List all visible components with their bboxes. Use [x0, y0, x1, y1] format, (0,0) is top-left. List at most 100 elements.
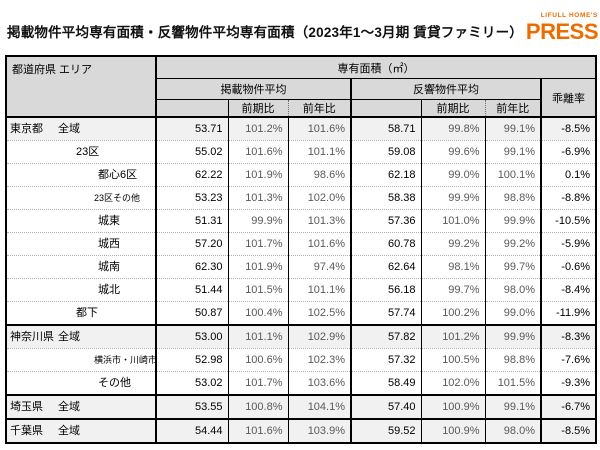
listed-avg-cell: 51.44 — [155, 278, 228, 302]
response-group-header: 反響物件平均 — [350, 78, 541, 100]
deviation-rate-cell: -10.5% — [539, 209, 597, 233]
row-label-cell: 23区 — [6, 140, 157, 164]
listed-qoq-cell: 100.6% — [227, 348, 288, 372]
table-row: 城南 62.30 101.9% 97.4% 62.64 98.1% 99.7% -0.6% — [6, 255, 597, 279]
response-yoy-cell: 99.9% — [484, 324, 541, 349]
table-row: 埼玉県 全域 53.55 100.8% 104.1% 57.40 100.9% 99.1% -6… — [6, 394, 597, 419]
row-label-cell: 城東 — [6, 209, 157, 233]
response-qoq-cell: 98.1% — [420, 255, 485, 279]
response-yoy-cell: 99.1% — [484, 117, 541, 141]
listed-yoy-cell: 101.1% — [287, 278, 351, 302]
listed-yoy-cell: 102.5% — [287, 301, 351, 325]
area-label: 23区 — [76, 146, 100, 158]
listed-avg-cell: 53.23 — [155, 186, 228, 210]
area-label: 城東 — [98, 215, 120, 227]
deviation-rate-cell: -6.7% — [539, 394, 597, 419]
deviation-rate-cell: -5.9% — [539, 232, 597, 256]
listed-yoy-cell: 97.4% — [287, 255, 351, 279]
area-label: 城西 — [98, 238, 120, 250]
area-label: その他 — [98, 377, 131, 389]
listed-avg-cell: 53.00 — [155, 324, 228, 349]
table-body: 東京都 全域 53.71 101.2% 101.6% 58.71 99.8% 99.1% -8.… — [6, 117, 597, 443]
listed-yoy-cell: 102.0% — [287, 186, 351, 210]
response-qoq-cell: 100.9% — [420, 394, 485, 419]
area-label: 全域 — [58, 331, 80, 343]
row-label-cell: 都下 — [6, 301, 157, 325]
deviation-rate-cell: -8.8% — [539, 186, 597, 210]
listed-qoq-cell: 101.2% — [227, 117, 288, 141]
listed-qoq-cell: 100.4% — [227, 301, 288, 325]
listed-qoq-cell: 101.6% — [227, 418, 288, 443]
row-label-cell: 23区その他 — [6, 186, 157, 210]
header-row-3: 前期比 前年比 前期比 前年比 — [6, 99, 596, 118]
response-avg-cell: 56.18 — [350, 278, 421, 302]
listed-yoy-cell: 101.6% — [287, 117, 351, 141]
table-row: 城西 57.20 101.7% 101.6% 60.78 99.2% 99.2% -5.9% — [6, 232, 597, 256]
deviation-rate-cell: -8.5% — [539, 117, 597, 141]
listed-qoq-header: 前期比 — [227, 99, 288, 118]
response-qoq-cell: 99.8% — [420, 117, 485, 141]
response-yoy-header: 前年比 — [484, 99, 541, 118]
listed-qoq-cell: 101.1% — [227, 324, 288, 349]
row-label-cell: 神奈川県 全域 — [6, 324, 157, 349]
response-yoy-cell: 99.9% — [484, 209, 541, 233]
row-label-cell: 東京都 全域 — [6, 117, 157, 141]
corner-header: 都道府県 エリア — [6, 56, 157, 118]
listed-avg-cell: 51.31 — [155, 209, 228, 233]
row-label-cell: 都心6区 — [6, 163, 157, 187]
area-label: 城北 — [98, 284, 120, 296]
logo-press-text: PRESS — [525, 18, 599, 44]
deviation-rate-cell: 0.1% — [539, 163, 597, 187]
listed-qoq-cell: 99.9% — [227, 209, 288, 233]
response-avg-cell: 57.32 — [350, 348, 421, 372]
table-row: その他 53.02 101.7% 103.6% 58.49 102.0% 101.5% -9.… — [6, 371, 597, 395]
response-qoq-cell: 100.2% — [420, 301, 485, 325]
area-label: 横浜市・川崎市 — [94, 355, 156, 365]
header-row-1: 都道府県 エリア 専有面積（㎡） — [6, 56, 597, 118]
response-avg-cell: 59.52 — [350, 418, 421, 443]
deviation-rate-cell: -6.9% — [539, 140, 597, 164]
row-label-cell: 横浜市・川崎市 — [6, 348, 157, 372]
response-qoq-cell: 99.0% — [420, 163, 485, 187]
listed-yoy-cell: 101.6% — [287, 232, 351, 256]
deviation-rate-cell: -0.6% — [539, 255, 597, 279]
response-qoq-cell: 101.0% — [420, 209, 485, 233]
response-avg-cell: 58.49 — [350, 371, 421, 395]
table-header: 都道府県 エリア 専有面積（㎡） 掲載物件平均 反響物件平均 乖離率 前期比 前… — [6, 56, 597, 118]
listed-yoy-cell: 102.3% — [287, 348, 351, 372]
response-yoy-cell: 101.5% — [484, 371, 541, 395]
table-row: 23区その他 53.23 101.3% 102.0% 58.38 99.9% 98.8% -8… — [6, 186, 597, 210]
prefecture-label: 埼玉県 — [10, 401, 43, 413]
prefecture-label: 千葉県 — [10, 425, 43, 437]
response-avg-cell: 60.78 — [350, 232, 421, 256]
response-qoq-cell: 102.0% — [420, 371, 485, 395]
deviation-rate-header: 乖離率 — [539, 78, 597, 118]
listed-avg-cell: 55.02 — [155, 140, 228, 164]
listed-avg-cell: 53.71 — [155, 117, 228, 141]
floor-area-table: 都道府県 エリア 専有面積（㎡） 掲載物件平均 反響物件平均 乖離率 前期比 前… — [5, 55, 598, 444]
response-avg-cell: 58.38 — [350, 186, 421, 210]
response-yoy-cell: 98.0% — [484, 278, 541, 302]
blank-subheader — [350, 99, 421, 118]
response-avg-cell: 62.64 — [350, 255, 421, 279]
lifull-homes-press-logo: LIFULL HOME'S PRESS — [525, 12, 599, 44]
prefecture-label: 東京都 — [10, 123, 43, 135]
listed-yoy-cell: 104.1% — [287, 394, 351, 419]
listed-group-header: 掲載物件平均 — [156, 78, 351, 100]
response-qoq-cell: 99.7% — [420, 278, 485, 302]
deviation-rate-cell: -8.5% — [539, 418, 597, 443]
listed-avg-cell: 50.87 — [155, 301, 228, 325]
response-avg-cell: 62.18 — [350, 163, 421, 187]
area-label: 都心6区 — [98, 169, 138, 181]
response-avg-cell: 57.36 — [350, 209, 421, 233]
listed-qoq-cell: 101.7% — [227, 371, 288, 395]
listed-avg-cell: 53.02 — [155, 371, 228, 395]
deviation-rate-cell: -9.3% — [539, 371, 597, 395]
table-row: 都下 50.87 100.4% 102.5% 57.74 100.2% 99.0% -11.9… — [6, 301, 597, 325]
row-label-cell: 千葉県 全域 — [6, 418, 157, 443]
table-row: 城北 51.44 101.5% 101.1% 56.18 99.7% 98.0% -8.4% — [6, 278, 597, 302]
listed-yoy-cell: 98.6% — [287, 163, 351, 187]
deviation-rate-cell: -7.6% — [539, 348, 597, 372]
listed-qoq-cell: 101.7% — [227, 232, 288, 256]
listed-avg-cell: 62.30 — [155, 255, 228, 279]
